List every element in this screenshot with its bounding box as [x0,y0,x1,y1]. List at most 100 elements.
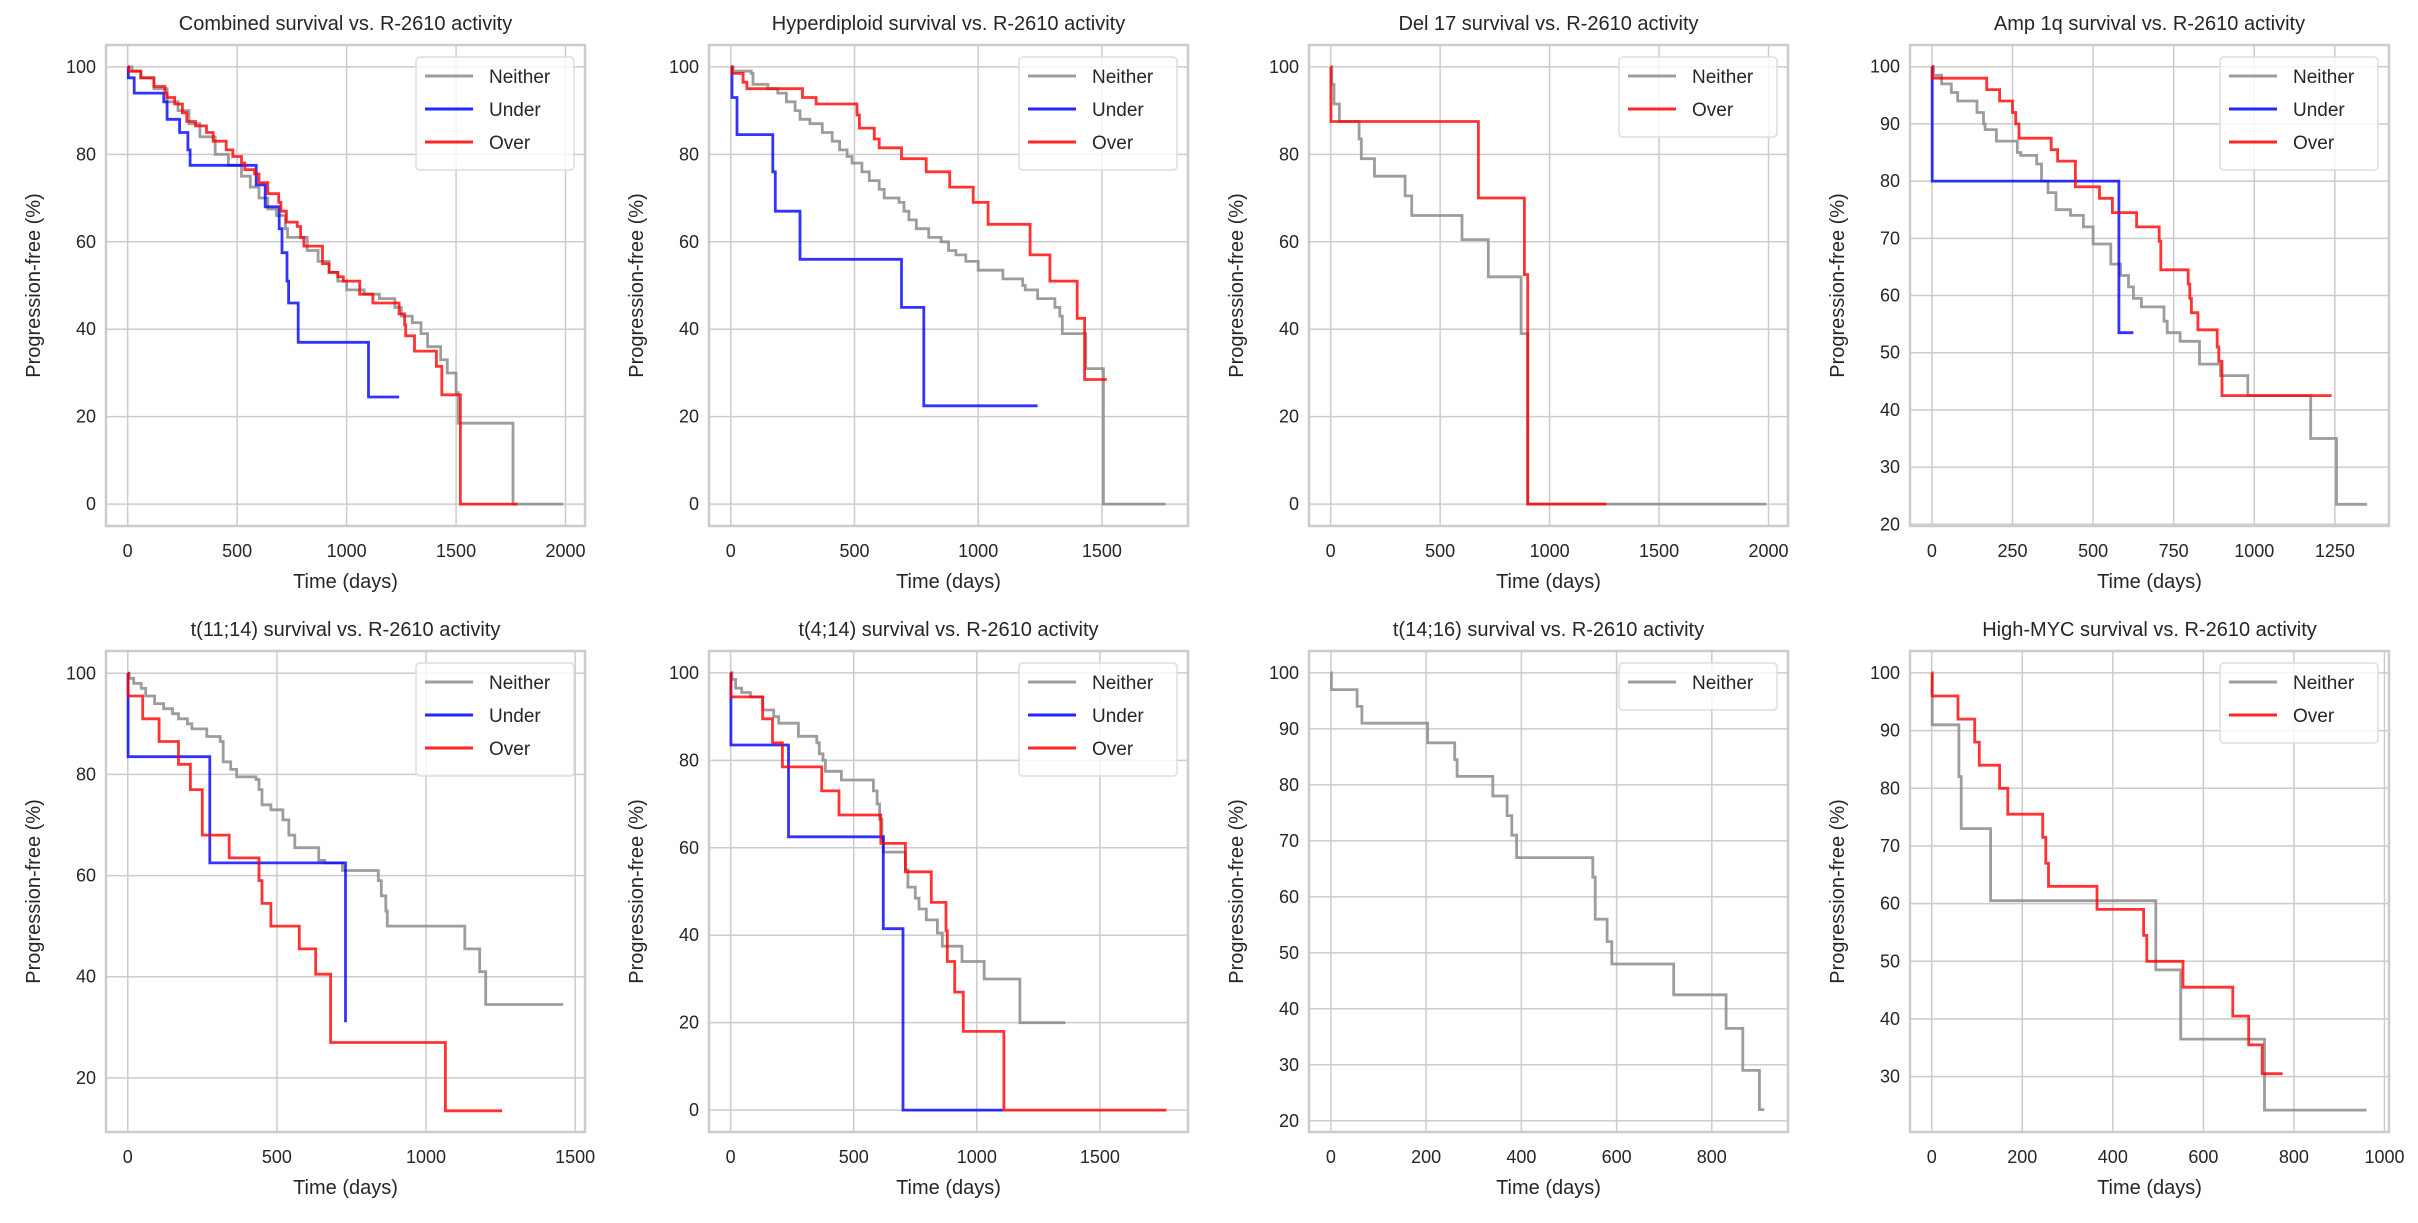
y-tick-label: 0 [86,494,96,514]
x-axis-label: Time (days) [1496,571,1601,593]
series-line-over [1930,65,2332,397]
y-axis-label: Progression-free (%) [1226,193,1248,378]
x-tick-label: 1500 [1082,541,1122,561]
subplot-title: t(14;16) survival vs. R-2610 activity [1393,619,1704,641]
y-tick-label: 100 [669,663,699,683]
legend: Neither Over [1618,56,1778,138]
y-tick-label: 40 [76,319,96,339]
subplot-3: 0 500 1000 1500 2000 0 20 40 60 80 100 Del 17 survi… [1226,13,1790,593]
y-tick-label: 80 [1279,144,1299,164]
axes-frame [104,43,587,528]
y-tick-label: 70 [1880,836,1900,856]
y-tick-label: 50 [1880,343,1900,363]
x-tick-label: 200 [1411,1147,1441,1167]
y-tick-label: 60 [76,232,96,252]
y-tick-label: 20 [1279,407,1299,427]
y-tick-label: 30 [1880,457,1900,477]
y-tick-label: 100 [1269,57,1299,77]
legend: Neither Under Over [1018,56,1178,171]
x-tick-label: 0 [726,1147,736,1167]
legend-label: Neither [489,673,551,694]
series-line-neither [1330,65,1767,506]
legend-label: Over [489,133,531,154]
y-axis-label: Progression-free (%) [1827,799,1849,984]
legend-label: Neither [489,67,551,88]
x-tick-label: 2000 [1748,541,1788,561]
series-line-under [730,65,1038,408]
subplot-title: High-MYC survival vs. R-2610 activity [1982,619,2317,641]
y-tick-label: 80 [76,144,96,164]
legend-label: Neither [1692,673,1754,694]
y-axis-label: Progression-free (%) [626,193,648,378]
subplot-title: Hyperdiploid survival vs. R-2610 activit… [772,13,1125,35]
y-tick-label: 20 [679,407,699,427]
x-tick-label: 800 [1697,1147,1727,1167]
legend-label: Neither [2293,673,2355,694]
series-line-neither [127,671,564,1006]
y-tick-label: 60 [1880,894,1900,914]
x-tick-label: 750 [2159,541,2189,561]
legend-label: Under [489,100,541,121]
x-tick-label: 500 [1425,541,1455,561]
series-line-over [1930,671,2283,1076]
y-tick-label: 40 [76,967,96,987]
x-axis-label: Time (days) [2097,1177,2202,1199]
x-axis-label: Time (days) [1496,1177,1601,1199]
y-tick-label: 80 [679,750,699,770]
y-tick-label: 20 [76,1068,96,1088]
y-tick-label: 80 [76,764,96,784]
legend-label: Neither [1092,673,1154,694]
y-tick-label: 20 [76,407,96,427]
subplot-title: t(11;14) survival vs. R-2610 activity [191,619,501,641]
x-tick-label: 500 [839,541,869,561]
y-tick-label: 0 [1289,494,1299,514]
axes-frame [1307,649,1790,1134]
series-line-neither [730,65,1166,506]
series-line-over [729,671,1167,1112]
series-line-neither [1330,671,1765,1111]
legend: Neither [1618,662,1778,711]
y-tick-label: 100 [1269,663,1299,683]
legend: Neither Under Over [1018,662,1178,777]
y-tick-label: 50 [1279,943,1299,963]
x-tick-label: 500 [222,541,252,561]
subplot-7: 0 200 400 600 800 20 30 40 50 60 70 80 90 100 t(14;16)… [1226,619,1790,1199]
series-line-under [729,671,1003,1112]
subplot-title: t(4;14) survival vs. R-2610 activity [798,619,1098,641]
x-tick-label: 1000 [1530,541,1570,561]
legend-label: Under [1092,100,1144,121]
legend: Neither Under Over [415,662,575,777]
y-tick-label: 100 [66,57,96,77]
x-axis-label: Time (days) [896,1177,1001,1199]
y-axis-label: Progression-free (%) [23,193,45,378]
x-tick-label: 500 [262,1147,292,1167]
legend-label: Under [2293,100,2345,121]
y-tick-label: 40 [1279,999,1299,1019]
y-tick-label: 40 [1880,1009,1900,1029]
x-tick-label: 0 [1927,541,1937,561]
y-tick-label: 50 [1880,951,1900,971]
x-tick-label: 600 [2188,1147,2218,1167]
x-tick-label: 0 [1326,1147,1336,1167]
x-axis-label: Time (days) [896,571,1001,593]
y-tick-label: 20 [1279,1111,1299,1131]
y-tick-label: 100 [1870,663,1900,683]
subplot-title: Combined survival vs. R-2610 activity [179,13,512,35]
y-tick-label: 100 [669,57,699,77]
y-axis-label: Progression-free (%) [626,799,648,984]
y-axis-label: Progression-free (%) [23,799,45,984]
y-tick-label: 80 [1880,171,1900,191]
axes-frame [1908,649,2391,1134]
y-tick-label: 60 [1279,232,1299,252]
x-tick-label: 1000 [327,541,367,561]
series-line-over [1329,65,1607,506]
x-tick-label: 1250 [2315,541,2355,561]
legend-box [1618,662,1778,711]
legend-label: Neither [2293,67,2355,88]
y-tick-label: 0 [689,1100,699,1120]
y-tick-label: 70 [1279,831,1299,851]
x-tick-label: 200 [2007,1147,2037,1167]
x-tick-label: 400 [2098,1147,2128,1167]
x-tick-label: 500 [2078,541,2108,561]
